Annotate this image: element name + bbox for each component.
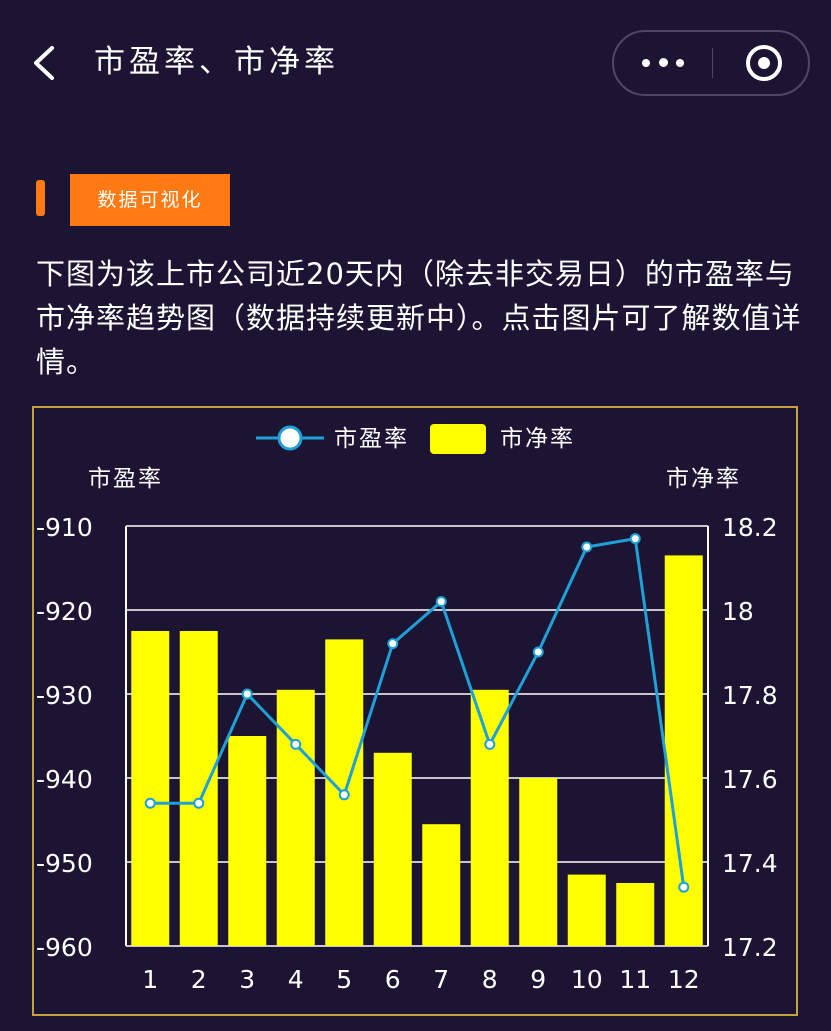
- bar: [276, 689, 315, 946]
- pe-point: [435, 596, 447, 608]
- pe-point: [193, 797, 205, 809]
- legend-label-pb: 市净率: [500, 426, 575, 452]
- right-tick-label: 18: [722, 597, 754, 626]
- description-text: 下图为该上市公司近20天内（除去非交易日）的市盈率与市净率趋势图（数据持续更新中…: [36, 257, 802, 379]
- navigation-bar: 市盈率、市净率: [0, 0, 831, 130]
- left-tick-label: -960: [36, 933, 93, 962]
- pe-point: [144, 797, 156, 809]
- right-tick-label: 18.2: [722, 513, 778, 542]
- bar: [131, 631, 170, 946]
- right-tick-label: 17.6: [722, 765, 778, 794]
- bar: [567, 874, 606, 946]
- pe-point: [290, 738, 302, 750]
- right-axis-title: 市净率: [666, 466, 741, 492]
- pe-point: [532, 646, 544, 658]
- page-title: 市盈率、市净率: [94, 44, 339, 80]
- x-tick-label: 4: [288, 965, 304, 994]
- x-tick-label: 6: [385, 965, 401, 994]
- x-tick-label: 12: [668, 965, 700, 994]
- pe-point: [387, 638, 399, 650]
- x-tick-label: 3: [239, 965, 255, 994]
- pe-point: [484, 738, 496, 750]
- pe-point: [678, 881, 690, 893]
- x-tick-label: 2: [191, 965, 207, 994]
- x-tick-label: 11: [619, 965, 651, 994]
- bar: [519, 778, 558, 946]
- chart-container[interactable]: -910 18.2 -920 18 -930 17.8 -940 17.6 -950 17.4 -9…: [32, 406, 798, 1016]
- right-tick-label: 17.8: [722, 681, 778, 710]
- x-tick-label: 5: [336, 965, 352, 994]
- left-tick-label: -950: [36, 849, 93, 878]
- chevron-left-icon: [34, 46, 54, 80]
- x-tick-label: 8: [482, 965, 498, 994]
- bar: [422, 824, 461, 946]
- bar: [373, 752, 412, 946]
- left-tick-label: -930: [36, 681, 93, 710]
- left-axis-title: 市盈率: [88, 466, 163, 492]
- x-tick-label: 7: [433, 965, 449, 994]
- more-button[interactable]: [614, 32, 712, 94]
- left-tick-label: -910: [36, 513, 93, 542]
- pe-point: [338, 789, 350, 801]
- bar: [179, 631, 218, 946]
- mini-program-capsule: [612, 30, 810, 96]
- capsule-divider: [712, 48, 713, 78]
- pe-point: [581, 541, 593, 553]
- x-tick-label: 1: [142, 965, 158, 994]
- left-tick-label: -920: [36, 597, 93, 626]
- bar: [228, 736, 267, 946]
- legend-line-marker: [277, 425, 303, 451]
- legend-bar-swatch: [430, 424, 486, 454]
- section-accent-bar: [36, 180, 45, 216]
- x-tick-label: 10: [571, 965, 603, 994]
- close-button[interactable]: [714, 32, 810, 94]
- pe-line: [150, 536, 686, 888]
- right-tick-label: 17.2: [722, 933, 778, 962]
- bar: [470, 689, 509, 946]
- x-tick-label: 9: [530, 965, 546, 994]
- pe-point: [241, 688, 253, 700]
- combo-chart: -910 18.2-920 18-930 17.8-940 17.6-950 17.4-9…: [36, 424, 778, 994]
- right-tick-label: 17.4: [722, 849, 778, 878]
- back-button[interactable]: [26, 40, 66, 86]
- legend-label-pe: 市盈率: [334, 426, 409, 452]
- target-circle-icon: [746, 45, 782, 81]
- section-badge: 数据可视化: [70, 174, 230, 226]
- left-tick-label: -940: [36, 765, 93, 794]
- bar: [616, 883, 655, 946]
- more-dots-icon: [642, 59, 650, 67]
- pe-point: [629, 533, 641, 545]
